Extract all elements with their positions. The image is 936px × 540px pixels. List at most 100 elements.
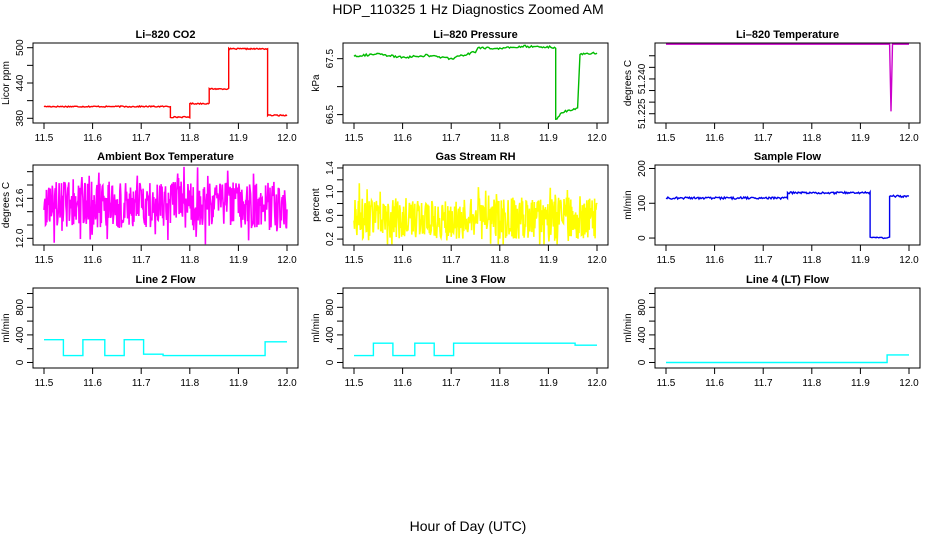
plot-frame (654, 42, 921, 124)
x-tick-label: 11.5 (345, 378, 364, 389)
x-tick-label: 11.6 (393, 133, 412, 144)
y-tick-label: 1.0 (325, 184, 336, 198)
y-tick-label: 0 (325, 359, 336, 365)
y-tick-label: 0 (15, 359, 26, 365)
panel-title: Ambient Box Temperature (97, 151, 234, 163)
x-tick-label: 11.8 (802, 133, 821, 144)
x-tick-label: 11.9 (229, 133, 248, 144)
x-tick-label: 11.8 (802, 378, 821, 389)
x-tick-label: 11.9 (539, 378, 558, 389)
panel-title: Sample Flow (754, 151, 822, 163)
x-tick-label: 11.7 (442, 255, 461, 266)
y-axis-label: ml/min (623, 313, 634, 342)
x-tick-label: 12.0 (277, 378, 297, 389)
panel-pressure: Li–820 Pressure 11.5 11.6 11.7 11.8 11.9 12.0 6… (311, 29, 609, 144)
y-tick-label: 800 (325, 299, 336, 316)
y-axis-label: ml/min (1, 313, 12, 342)
y-tick-label: 800 (637, 299, 648, 316)
panel-title: Line 4 (LT) Flow (746, 274, 829, 286)
y-tick-label: 0 (637, 235, 648, 241)
plot-frame (32, 164, 299, 246)
plot-frame (342, 42, 609, 124)
x-tick-label: 11.9 (539, 133, 558, 144)
x-tick-label: 11.9 (851, 378, 870, 389)
panel-sample_flow: Sample Flow 11.5 11.6 11.7 11.8 11.9 12.0 0 100 2… (623, 151, 921, 266)
y-tick-label: 400 (15, 326, 26, 343)
x-tick-label: 12.0 (277, 255, 297, 266)
y-tick-label: 0 (637, 359, 648, 365)
panel-title: Li–820 Temperature (736, 29, 839, 41)
figure-title: HDP_110325 1 Hz Diagnostics Zoomed AM (332, 1, 603, 17)
x-tick-label: 12.0 (587, 133, 607, 144)
x-tick-label: 12.0 (899, 378, 919, 389)
plot-frame (654, 164, 921, 246)
y-tick-label: 0.6 (325, 208, 336, 222)
panel-title: Li–820 CO2 (136, 29, 196, 41)
x-tick-label: 11.5 (345, 133, 364, 144)
x-tick-label: 11.6 (705, 133, 724, 144)
x-tick-label: 11.9 (539, 255, 558, 266)
x-tick-label: 11.7 (754, 133, 773, 144)
series-line-rh (353, 183, 598, 245)
series-line-sample_flow (665, 189, 910, 240)
y-tick-label: 1.4 (325, 161, 336, 175)
y-tick-label: 12.6 (15, 188, 26, 208)
x-axis-title: Hour of Day (UTC) (410, 518, 527, 534)
panel-line2: Line 2 Flow 11.5 11.6 11.7 11.8 11.9 12.0 0 400 8… (1, 274, 299, 389)
panels-grid: Li–820 CO2 11.5 11.6 11.7 11.8 11.9 12.0 380 440… (1, 29, 921, 389)
series-line-line4 (666, 354, 909, 364)
panel-title: Line 3 Flow (446, 274, 506, 286)
panel-rh: Gas Stream RH 11.5 11.6 11.7 11.8 11.9 12.0 0.2… (311, 151, 609, 266)
x-tick-label: 11.7 (132, 378, 151, 389)
x-tick-label: 11.8 (490, 378, 509, 389)
y-tick-label: 0.2 (325, 232, 336, 246)
plot-frame (32, 287, 299, 369)
panel-box_temp: Ambient Box Temperature 11.5 11.6 11.7 11.8 1… (1, 151, 299, 266)
y-axis-label: degrees C (1, 182, 12, 228)
x-tick-label: 11.7 (754, 378, 773, 389)
x-tick-label: 11.8 (180, 133, 199, 144)
y-axis-label: ml/min (623, 190, 634, 219)
y-tick-label: 12.0 (15, 228, 26, 248)
x-tick-label: 11.6 (83, 378, 102, 389)
series-line-box_temp (43, 166, 288, 245)
x-tick-label: 11.5 (35, 255, 54, 266)
panel-line4: Line 4 (LT) Flow 11.5 11.6 11.7 11.8 11.9 12.0… (623, 274, 921, 389)
x-tick-label: 11.6 (83, 255, 102, 266)
x-tick-label: 11.5 (657, 378, 676, 389)
y-tick-label: 400 (637, 326, 648, 343)
series-line-pressure (353, 44, 598, 120)
panel-title: Line 2 Flow (136, 274, 196, 286)
x-tick-label: 11.6 (393, 255, 412, 266)
x-tick-label: 11.9 (851, 255, 870, 266)
x-tick-label: 11.5 (35, 133, 54, 144)
panel-line3: Line 3 Flow 11.5 11.6 11.7 11.8 11.9 12.0 0 400 8… (311, 274, 609, 389)
y-tick-label: 380 (15, 110, 26, 127)
y-tick-label: 100 (637, 194, 648, 211)
x-tick-label: 11.6 (705, 378, 724, 389)
x-tick-label: 11.5 (657, 255, 676, 266)
x-tick-label: 12.0 (899, 255, 919, 266)
y-axis-label: ml/min (311, 313, 322, 342)
x-tick-label: 11.8 (490, 133, 509, 144)
series-line-line2 (44, 339, 287, 357)
panel-temperature: Li–820 Temperature 11.5 11.6 11.7 11.8 11.9 12… (623, 29, 921, 144)
x-tick-label: 11.7 (132, 255, 151, 266)
plot-frame (342, 164, 609, 246)
y-tick-label: 500 (15, 39, 26, 56)
x-tick-label: 11.8 (180, 255, 199, 266)
y-axis-label: percent (311, 188, 322, 222)
y-axis-label: degrees C (623, 60, 634, 106)
x-tick-label: 11.8 (490, 255, 509, 266)
y-tick-label: 51.225 (637, 98, 648, 129)
y-tick-label: 800 (15, 299, 26, 316)
x-tick-label: 11.7 (754, 255, 773, 266)
x-tick-label: 12.0 (899, 133, 919, 144)
x-tick-label: 11.8 (180, 378, 199, 389)
y-tick-label: 400 (325, 326, 336, 343)
x-tick-label: 11.6 (705, 255, 724, 266)
y-axis-label: kPa (311, 74, 322, 92)
x-tick-label: 11.9 (851, 133, 870, 144)
plot-frame (32, 42, 299, 124)
